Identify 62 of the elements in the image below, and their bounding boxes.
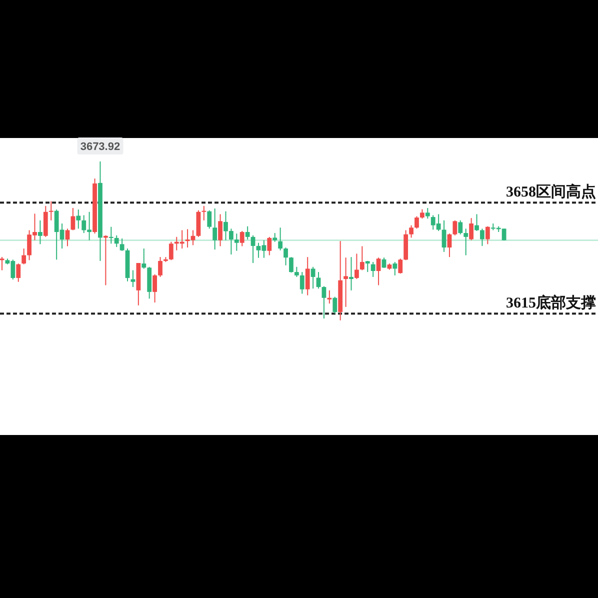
candlestick — [76, 209, 81, 230]
candlestick — [0, 256, 4, 271]
candlestick — [469, 218, 474, 241]
candlestick — [409, 224, 414, 238]
candlestick — [322, 286, 326, 320]
candlestick — [420, 208, 424, 220]
candlestick — [245, 226, 250, 240]
candlestick — [48, 200, 54, 221]
candlestick — [158, 256, 162, 278]
candlestick — [38, 220, 42, 245]
candlestick — [354, 253, 359, 280]
candlestick — [289, 256, 294, 274]
candlestick — [212, 208, 218, 250]
candlestick — [442, 220, 446, 252]
candlestick — [278, 227, 283, 251]
candlestick — [452, 220, 458, 236]
candlestick — [398, 258, 403, 274]
candlestick — [464, 228, 468, 256]
candlestick — [65, 228, 70, 247]
candlestick — [425, 207, 430, 220]
candlestick — [376, 257, 381, 286]
ref-line-label: 3658区间高点 — [506, 182, 596, 201]
ref-line-label: 3615底部支撑 — [506, 294, 596, 312]
candlestick — [168, 241, 174, 261]
annotation: 3673.92 — [80, 140, 120, 153]
candlestick — [22, 248, 26, 265]
candlestick — [370, 261, 376, 278]
candlestick — [228, 228, 234, 255]
candlestick — [240, 230, 244, 247]
candlestick — [305, 256, 310, 296]
candlestick — [224, 210, 228, 241]
candlestick — [267, 236, 272, 256]
candlestick — [327, 290, 332, 304]
candlestick — [108, 226, 114, 244]
candlestick — [316, 272, 321, 290]
candlestick — [207, 210, 212, 230]
candlestick — [344, 257, 348, 308]
candlestick — [392, 261, 398, 276]
candlestick — [16, 263, 21, 282]
candlestick — [458, 220, 463, 235]
candlestick — [480, 228, 484, 246]
candlestick — [300, 272, 304, 294]
candlestick — [250, 234, 256, 264]
candlestick — [349, 256, 354, 291]
candlestick — [152, 274, 157, 304]
candlestick — [414, 216, 419, 230]
candlestick — [360, 246, 364, 271]
candlestick — [310, 266, 316, 290]
candlestick — [332, 296, 338, 314]
candlestick — [474, 214, 479, 232]
annotation: 3673.92 — [77, 137, 124, 154]
candlestick — [218, 214, 222, 247]
candlestick — [114, 234, 119, 248]
candlestick — [447, 233, 452, 258]
candlestick — [485, 226, 490, 245]
candlestick — [234, 233, 239, 252]
candlestick — [142, 248, 146, 270]
candlestick — [294, 266, 299, 278]
candlestick — [70, 207, 76, 231]
candlestick — [202, 205, 206, 221]
candlestick — [284, 247, 288, 266]
candlestick — [120, 238, 124, 252]
